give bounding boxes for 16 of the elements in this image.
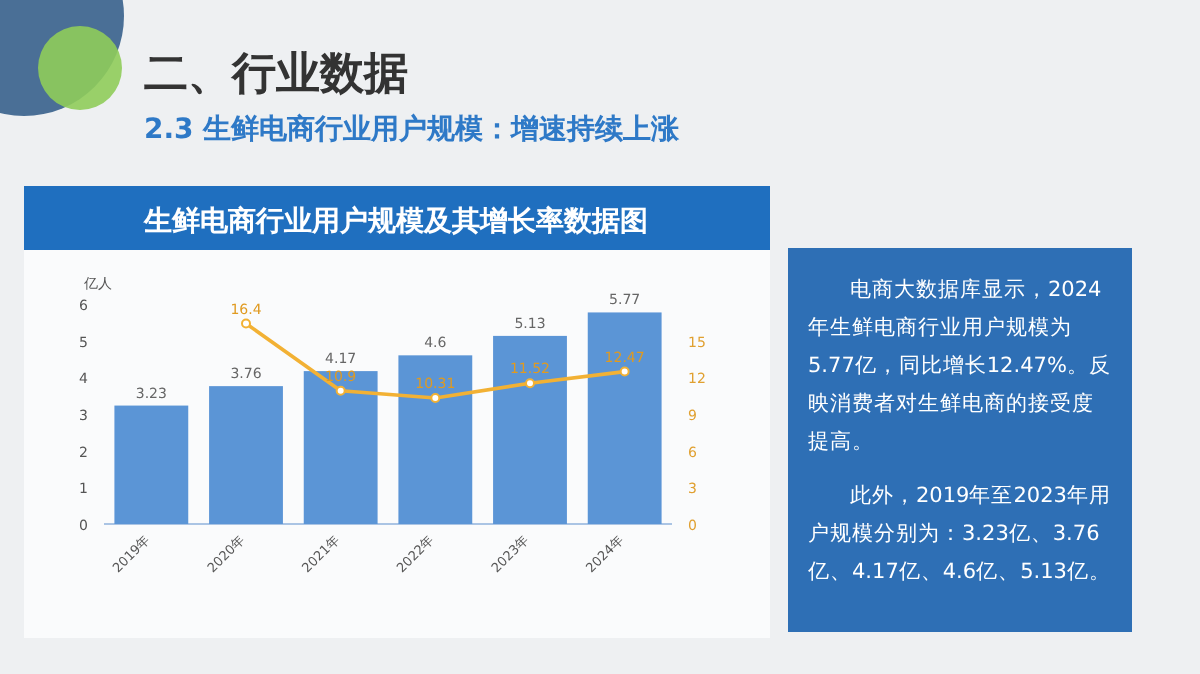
text: 2.3 生鲜电商行业用户规模：增速持续上涨 [144, 112, 680, 148]
point [525, 378, 535, 389]
point [430, 392, 441, 403]
bar [398, 355, 473, 524]
bar [493, 335, 567, 524]
point [241, 318, 251, 329]
text: 此外，2019年至2023年用户规模分别为：3.23亿、3.76亿、4.17亿、4.6亿、5.13亿。 [808, 482, 1112, 588]
text: 二、行业数据 [144, 48, 408, 104]
point [335, 385, 346, 396]
bar [114, 405, 189, 524]
bar [209, 386, 283, 524]
text: 电商大数据库显示，2024年生鲜电商行业用户规模为5.77亿，同比增长12.47%。反映消费者对生鲜电商的接受度提高。 [808, 276, 1112, 458]
chart-title: 生鲜电商行业用户规模及其增长率数据图 [142, 204, 648, 238]
point [619, 366, 630, 377]
bar [303, 371, 378, 524]
bar [587, 312, 662, 524]
